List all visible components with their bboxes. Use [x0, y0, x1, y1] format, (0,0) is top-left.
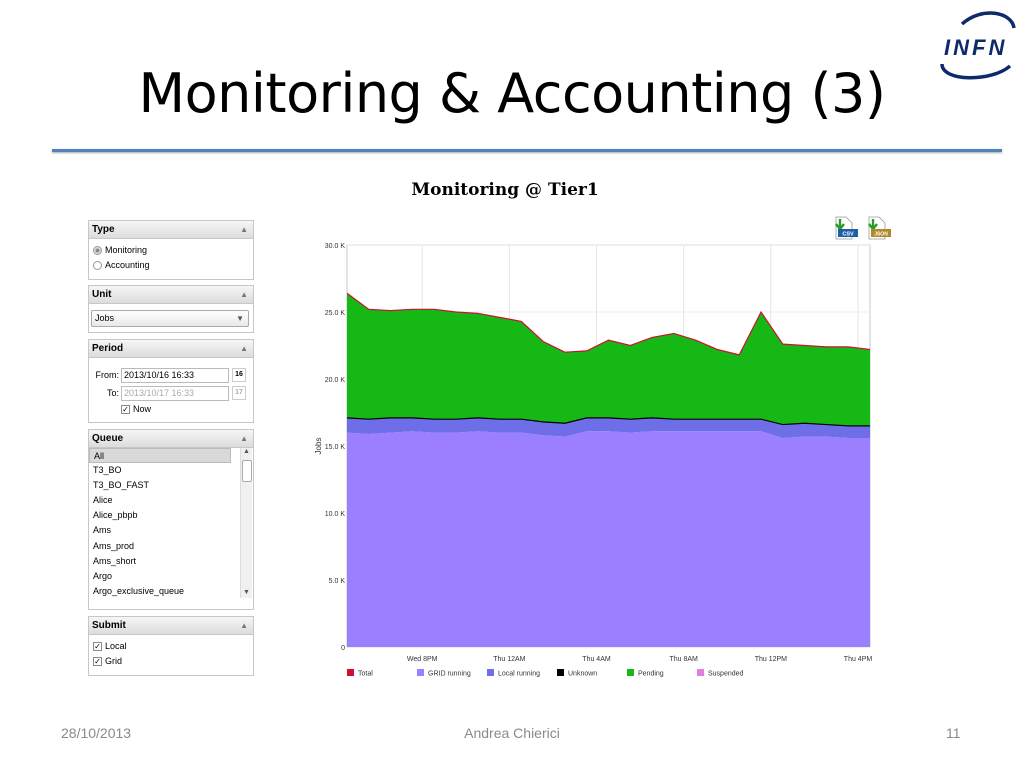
footer-date: 28/10/2013 — [61, 725, 132, 741]
collapse-icon[interactable]: ▲ — [240, 290, 248, 299]
type-panel-header[interactable]: Type ▲ — [89, 221, 253, 239]
queue-item[interactable]: All — [89, 448, 231, 464]
queue-item[interactable]: Ams_prod — [93, 540, 135, 551]
to-date-input[interactable]: 2013/10/17 16:33 — [121, 385, 229, 401]
legend-swatch — [487, 669, 494, 676]
x-tick-label: Thu 12AM — [493, 656, 525, 663]
legend-label: Total — [358, 671, 373, 678]
radio-icon[interactable] — [93, 261, 102, 270]
queue-item[interactable]: Argo_exclusive_queue — [93, 585, 185, 596]
period-panel-header[interactable]: Period ▲ — [89, 340, 253, 358]
calendar-icon[interactable]: 16 — [232, 368, 246, 382]
queue-item[interactable]: Ams — [93, 525, 111, 536]
json-export-icon[interactable]: JSON — [868, 216, 891, 240]
y-tick-label: 5.0 K — [329, 578, 346, 585]
queue-item[interactable]: Alice_pbpb — [93, 510, 138, 521]
scroll-thumb[interactable] — [242, 460, 252, 482]
queue-item[interactable]: T3_BO_FAST — [93, 480, 150, 491]
type-option-accounting[interactable]: Accounting — [89, 258, 253, 273]
legend-swatch — [697, 669, 704, 676]
from-row: From: 2013/10/16 16:33 16 — [89, 366, 253, 384]
queue-panel-header[interactable]: Queue ▲ — [89, 430, 253, 448]
legend-swatch — [557, 669, 564, 676]
collapse-icon[interactable]: ▲ — [240, 225, 248, 234]
svg-text:CSV: CSV — [842, 232, 854, 238]
area-local-running — [347, 417, 870, 438]
queue-list[interactable]: All T3_BO T3_BO_FAST Alice Alice_pbpb Am… — [89, 448, 253, 606]
y-axis-label: Jobs — [314, 438, 323, 455]
title-divider — [52, 149, 1002, 152]
type-option-monitoring[interactable]: Monitoring — [89, 243, 253, 258]
chevron-down-icon: ▼ — [236, 314, 244, 323]
x-tick-label: Thu 4PM — [844, 656, 873, 663]
queue-panel: Queue ▲ All T3_BO T3_BO_FAST Alice Alice_… — [88, 429, 254, 610]
svg-text:JSON: JSON — [874, 232, 888, 238]
queue-item[interactable]: Argo — [93, 570, 113, 581]
checkbox-now[interactable]: ✓ — [121, 405, 130, 414]
type-panel: Type ▲ Monitoring Accounting — [88, 220, 254, 280]
legend-swatch — [347, 669, 354, 676]
line-total — [346, 292, 871, 356]
unit-select[interactable]: Jobs ▼ — [91, 310, 249, 327]
area-grid-running — [347, 431, 870, 647]
legend-swatch — [627, 669, 634, 676]
legend-label: GRID running — [428, 671, 471, 678]
csv-export-icon[interactable]: CSV — [835, 216, 858, 240]
to-row: To: 2013/10/17 16:33 17 — [89, 384, 253, 402]
slide-title: Monitoring & Accounting (3) — [138, 62, 886, 125]
queue-scrollbar[interactable]: ▲ ▼ — [240, 448, 252, 598]
legend-label: Unknown — [568, 671, 597, 678]
from-date-input[interactable]: 2013/10/16 16:33 — [121, 367, 229, 383]
submit-option-grid[interactable]: ✓ Grid — [93, 656, 123, 666]
y-tick-label: 15.0 K — [325, 444, 346, 451]
x-tick-label: Thu 8AM — [669, 656, 698, 663]
x-tick-label: Thu 4AM — [582, 656, 611, 663]
checkbox-local[interactable]: ✓ — [93, 642, 102, 651]
legend-swatch — [417, 669, 424, 676]
submit-panel: Submit ▲ ✓ Local ✓ Grid — [88, 616, 254, 676]
calendar-icon[interactable]: 17 — [232, 386, 246, 400]
infn-logo: INFN — [940, 11, 1016, 80]
line-unknown — [346, 417, 870, 427]
y-tick-label: 0 — [341, 645, 345, 652]
unit-panel: Unit ▲ Jobs ▼ — [88, 285, 254, 333]
x-tick-label: Wed 8PM — [407, 656, 438, 663]
queue-item[interactable]: Ams_short — [93, 555, 137, 566]
footer-author: Andrea Chierici — [464, 725, 560, 741]
logo-text: INFN — [944, 35, 1007, 60]
radio-icon[interactable] — [93, 246, 102, 255]
y-tick-label: 25.0 K — [325, 310, 346, 317]
scroll-up-icon[interactable]: ▲ — [243, 448, 250, 455]
queue-item[interactable]: Alice — [93, 495, 113, 506]
y-tick-label: 10.0 K — [325, 511, 346, 518]
collapse-icon[interactable]: ▲ — [240, 344, 248, 353]
queue-item[interactable]: T3_BO — [93, 465, 122, 476]
app-title: Monitoring @ Tier1 — [411, 180, 599, 200]
x-tick-label: Thu 12PM — [755, 656, 787, 663]
collapse-icon[interactable]: ▲ — [240, 621, 248, 630]
submit-panel-header[interactable]: Submit ▲ — [89, 617, 253, 635]
unit-panel-header[interactable]: Unit ▲ — [89, 286, 253, 304]
jobs-chart: CSV JSON 0 5.0 K 10.0 K 15.0 K 20.0 K 25.0 K 3… — [314, 216, 891, 678]
scroll-down-icon[interactable]: ▼ — [243, 589, 250, 596]
footer-page-number: 11 — [946, 725, 961, 741]
checkbox-grid[interactable]: ✓ — [93, 657, 102, 666]
legend-label: Suspended — [708, 671, 744, 678]
legend-label: Local running — [498, 671, 540, 678]
legend-label: Pending — [638, 671, 664, 678]
area-pending — [347, 293, 870, 426]
y-tick-label: 30.0 K — [325, 243, 346, 250]
y-tick-label: 20.0 K — [325, 377, 346, 384]
now-checkbox-row[interactable]: ✓ Now — [121, 404, 152, 414]
collapse-icon[interactable]: ▲ — [240, 434, 248, 443]
submit-option-local[interactable]: ✓ Local — [93, 641, 127, 651]
period-panel: Period ▲ From: 2013/10/16 16:33 16 To: 20… — [88, 339, 254, 423]
